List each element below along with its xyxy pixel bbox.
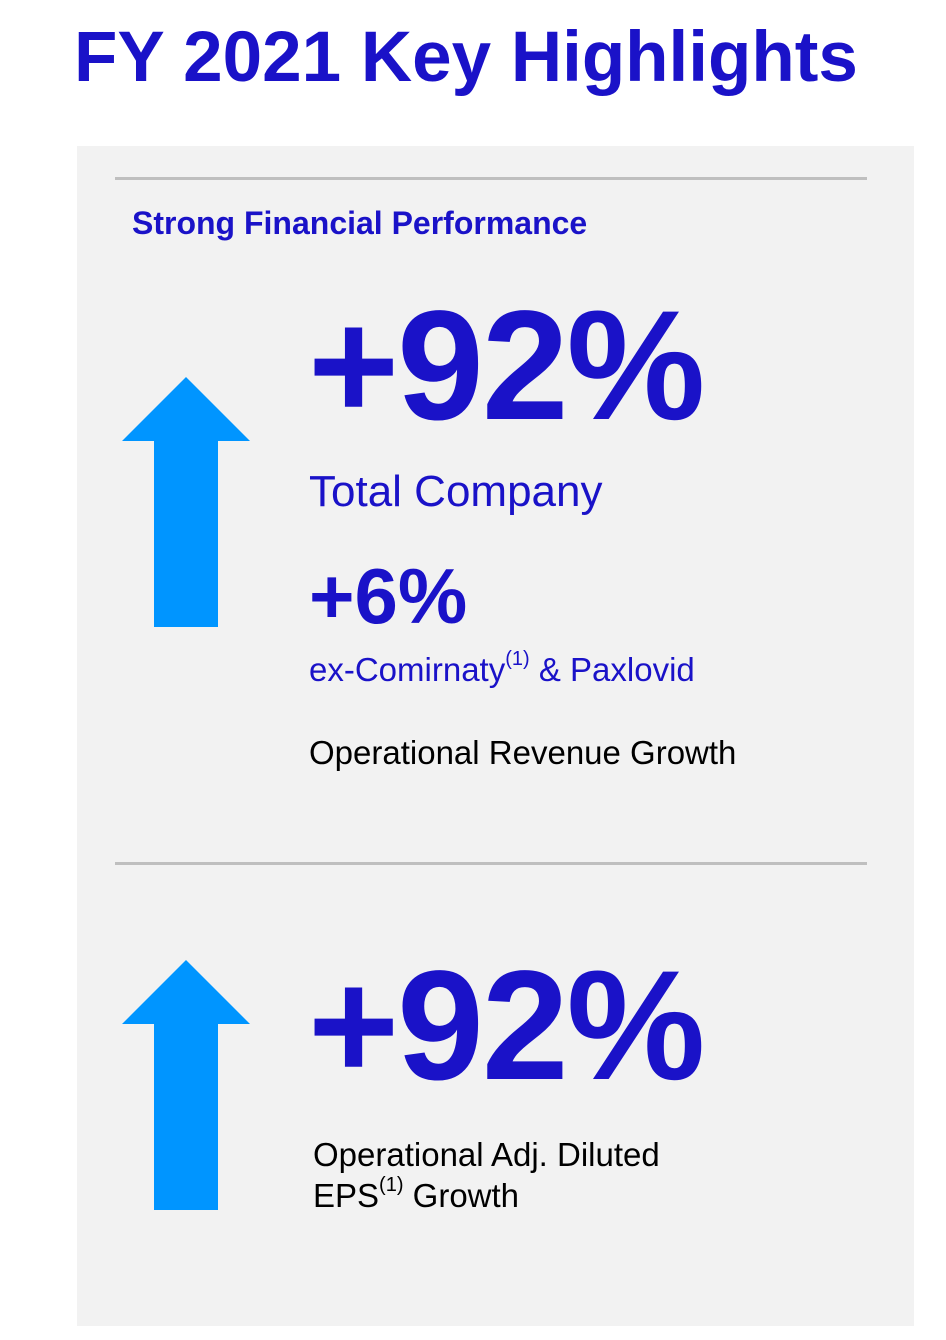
eps-growth-caption-line1: Operational Adj. Diluted — [313, 1136, 660, 1173]
top-divider — [115, 177, 867, 180]
ex-comirnaty-growth-value: +6% — [309, 552, 468, 640]
section-heading: Strong Financial Performance — [132, 205, 588, 241]
total-company-label: Total Company — [309, 467, 603, 516]
footnote-marker: (1) — [379, 1174, 404, 1196]
eps-growth-value: +92% — [308, 939, 705, 1113]
growth-text: Growth — [403, 1177, 520, 1214]
eps-text: EPS — [313, 1177, 380, 1214]
footnote-marker: (1) — [505, 648, 530, 670]
middle-divider — [115, 862, 867, 865]
ex-comirnaty-label: ex-Comirnaty(1) & Paxlovid — [309, 648, 695, 690]
revenue-growth-value: +92% — [308, 279, 705, 453]
paxlovid-text: & Paxlovid — [529, 651, 695, 688]
revenue-growth-caption: Operational Revenue Growth — [309, 734, 737, 771]
up-arrow-icon — [122, 377, 250, 627]
ex-comirnaty-text: ex-Comirnaty — [309, 651, 506, 688]
up-arrow-icon — [122, 960, 250, 1210]
page-title: FY 2021 Key Highlights — [74, 18, 858, 97]
eps-growth-caption-line2: EPS(1) Growth — [313, 1174, 520, 1216]
